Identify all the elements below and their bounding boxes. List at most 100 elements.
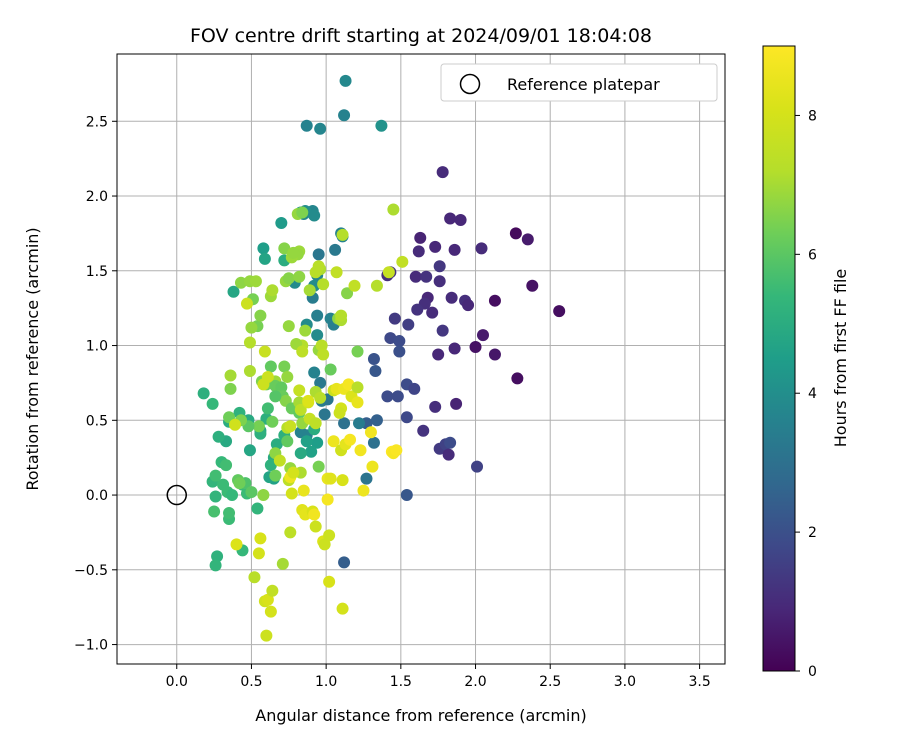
scatter-point: [209, 559, 222, 572]
scatter-point: [296, 206, 309, 219]
scatter-point: [338, 556, 351, 569]
scatter-point: [420, 270, 433, 283]
x-tick-label: 0.0: [166, 674, 188, 690]
scatter-point: [348, 279, 361, 292]
scatter-point: [257, 242, 270, 255]
scatter-point: [278, 242, 291, 255]
scatter-point: [426, 306, 439, 319]
legend-marker-open-circle: [459, 73, 481, 95]
scatter-point: [314, 376, 327, 389]
scatter-point: [248, 571, 261, 584]
scatter-point: [282, 272, 295, 285]
scatter-point: [553, 305, 566, 318]
scatter-point: [309, 417, 322, 430]
scatter-point: [208, 505, 221, 518]
scatter-point: [282, 320, 295, 333]
scatter-point: [251, 502, 264, 515]
scatter-point: [475, 242, 488, 255]
scatter-point: [245, 321, 258, 334]
scatter-point: [526, 279, 539, 292]
scatter-point: [339, 74, 352, 87]
scatter-point: [257, 489, 270, 502]
scatter-point: [317, 278, 330, 291]
scatter-point: [411, 303, 424, 316]
scatter-point: [285, 487, 298, 500]
scatter-point: [330, 266, 343, 279]
scatter-point: [220, 459, 233, 472]
scatter-point: [281, 435, 294, 448]
x-axis-label: Angular distance from reference (arcmin): [255, 706, 586, 725]
scatter-point: [249, 275, 262, 288]
colorbar-tick-label: 8: [808, 108, 817, 124]
scatter-point: [212, 430, 225, 443]
scatter-point: [314, 391, 327, 404]
colorbar-ticks: 0 2 4 6 8: [795, 108, 817, 680]
scatter-point: [311, 436, 324, 449]
plot-frame: [116, 53, 726, 665]
grid: [117, 54, 725, 664]
scatter-point: [396, 255, 409, 268]
x-tick-label: 2.0: [464, 674, 486, 690]
scatter-point: [234, 276, 247, 289]
scatter-point: [312, 248, 325, 261]
scatter-point: [323, 575, 336, 588]
scatter-point: [436, 166, 449, 179]
scatter-point: [448, 243, 461, 256]
scatter-point: [488, 294, 501, 307]
scatter-point: [324, 363, 337, 376]
scatter-point: [382, 266, 395, 279]
scatter-point: [370, 279, 383, 292]
scatter-point: [432, 348, 445, 361]
scatter-point: [269, 469, 282, 482]
y-tick-label: 2.5: [86, 114, 108, 130]
scatter-point: [445, 291, 458, 304]
scatter-point: [315, 339, 328, 352]
scatter-point: [364, 426, 377, 439]
colorbar: 0 2 4 6 8 Hours from first FF file: [762, 45, 850, 680]
colorbar-tick-label: 0: [808, 664, 817, 680]
scatter-point: [254, 309, 267, 322]
scatter-point: [275, 216, 288, 229]
scatter-point: [302, 394, 315, 407]
y-tick-label: 1.5: [86, 264, 108, 280]
scatter-point: [299, 324, 312, 337]
scatter-point: [287, 466, 300, 479]
scatter-point: [293, 384, 306, 397]
x-tick-label: 0.5: [240, 674, 262, 690]
y-tick-label: 2.0: [86, 189, 108, 205]
scatter-point: [409, 270, 422, 283]
scatter-point: [264, 605, 277, 618]
y-axis-ticks: −1.0 −0.5 0.0 0.5 1.0 1.5 2.0 2.5: [74, 114, 117, 654]
scatter-point: [357, 484, 370, 497]
colorbar-gradient: [762, 45, 796, 672]
y-tick-label: 0.0: [86, 488, 108, 504]
scatter-point: [300, 435, 313, 448]
scatter-point: [226, 489, 239, 502]
scatter-point: [335, 309, 348, 322]
scatter-point: [252, 420, 265, 433]
scatter-point: [233, 477, 246, 490]
scatter-point: [284, 420, 297, 433]
scatter-point: [433, 275, 446, 288]
scatter-point: [469, 341, 482, 354]
reference-platepar-marker: [166, 484, 188, 506]
scatter-point: [402, 318, 415, 331]
scatter-point: [393, 345, 406, 358]
scatter-point: [258, 252, 271, 265]
scatter-point: [387, 203, 400, 216]
scatter-point: [309, 520, 322, 533]
scatter-point: [229, 418, 242, 431]
x-tick-label: 2.5: [539, 674, 561, 690]
scatter-point: [209, 490, 222, 503]
scatter-point: [276, 557, 289, 570]
scatter-point: [327, 435, 340, 448]
scatter-point: [308, 366, 321, 379]
x-tick-label: 1.0: [315, 674, 337, 690]
scatter-point: [278, 360, 291, 373]
scatter-point: [261, 370, 274, 383]
scatter-point: [321, 493, 334, 506]
scatter-point: [369, 364, 382, 377]
scatter-point: [436, 324, 449, 337]
scatter-point: [521, 233, 534, 246]
